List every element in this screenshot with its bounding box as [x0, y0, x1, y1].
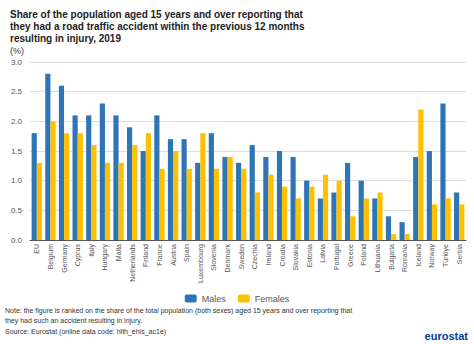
svg-text:Germany: Germany	[61, 244, 69, 273]
svg-text:0.5: 0.5	[11, 206, 23, 215]
svg-text:Cyprus: Cyprus	[74, 244, 82, 267]
svg-text:Slovenia: Slovenia	[210, 244, 217, 271]
svg-text:Note: the figure is ranked on: Note: the figure is ranked on the share …	[5, 307, 352, 315]
svg-text:Iceland: Iceland	[415, 244, 422, 267]
svg-text:Spain: Spain	[183, 244, 191, 262]
svg-text:Netherlands: Netherlands	[129, 244, 136, 282]
svg-text:they had such an accident resu: they had such an accident resulting in i…	[5, 317, 142, 325]
svg-text:Hungary: Hungary	[101, 244, 109, 271]
svg-text:(%): (%)	[10, 46, 24, 56]
svg-text:Italy: Italy	[88, 244, 96, 257]
svg-text:Greece: Greece	[347, 244, 354, 267]
svg-text:2.5: 2.5	[11, 87, 23, 96]
svg-text:Croatia: Croatia	[279, 244, 286, 267]
svg-text:resulting in injury, 2019: resulting in injury, 2019	[10, 33, 121, 44]
svg-text:Lithuania: Lithuania	[374, 244, 381, 273]
svg-text:eurostat: eurostat	[425, 330, 469, 342]
svg-text:Norway: Norway	[428, 244, 436, 268]
svg-text:3.0: 3.0	[11, 58, 23, 67]
svg-text:0.0: 0.0	[11, 236, 23, 245]
svg-text:Romania: Romania	[401, 244, 408, 272]
svg-text:Denmark: Denmark	[224, 244, 231, 273]
svg-text:Austria: Austria	[170, 244, 177, 266]
svg-text:EU: EU	[33, 244, 40, 254]
svg-text:Males: Males	[202, 294, 227, 304]
svg-text:Türkiye: Türkiye	[442, 244, 450, 267]
svg-text:2.0: 2.0	[11, 117, 23, 126]
svg-text:Source: Eurostat (online data: Source: Eurostat (online data code: hlth…	[5, 328, 166, 336]
svg-text:1.0: 1.0	[11, 176, 23, 185]
svg-text:Sweden: Sweden	[238, 244, 245, 269]
svg-text:1.5: 1.5	[11, 147, 23, 156]
svg-text:Estonia: Estonia	[306, 244, 313, 267]
svg-text:Slovakia: Slovakia	[292, 244, 299, 271]
svg-text:they had a road traffic accide: they had a road traffic accident within …	[10, 21, 305, 32]
svg-text:Latvia: Latvia	[319, 244, 326, 263]
svg-text:Luxembourg: Luxembourg	[197, 244, 205, 283]
svg-text:Belgium: Belgium	[47, 244, 55, 269]
svg-text:Finland: Finland	[142, 244, 149, 267]
svg-text:Poland: Poland	[360, 244, 367, 266]
svg-text:France: France	[156, 244, 163, 266]
svg-text:Females: Females	[255, 294, 290, 304]
svg-text:Ireland: Ireland	[265, 244, 272, 266]
svg-text:Share of the population aged 1: Share of the population aged 15 years an…	[10, 9, 304, 20]
svg-text:Malta: Malta	[115, 244, 122, 261]
svg-text:Portugal: Portugal	[333, 244, 341, 271]
svg-text:Serbia: Serbia	[456, 244, 463, 264]
svg-text:Bulgaria: Bulgaria	[388, 244, 396, 270]
svg-text:Czechia: Czechia	[251, 244, 258, 269]
